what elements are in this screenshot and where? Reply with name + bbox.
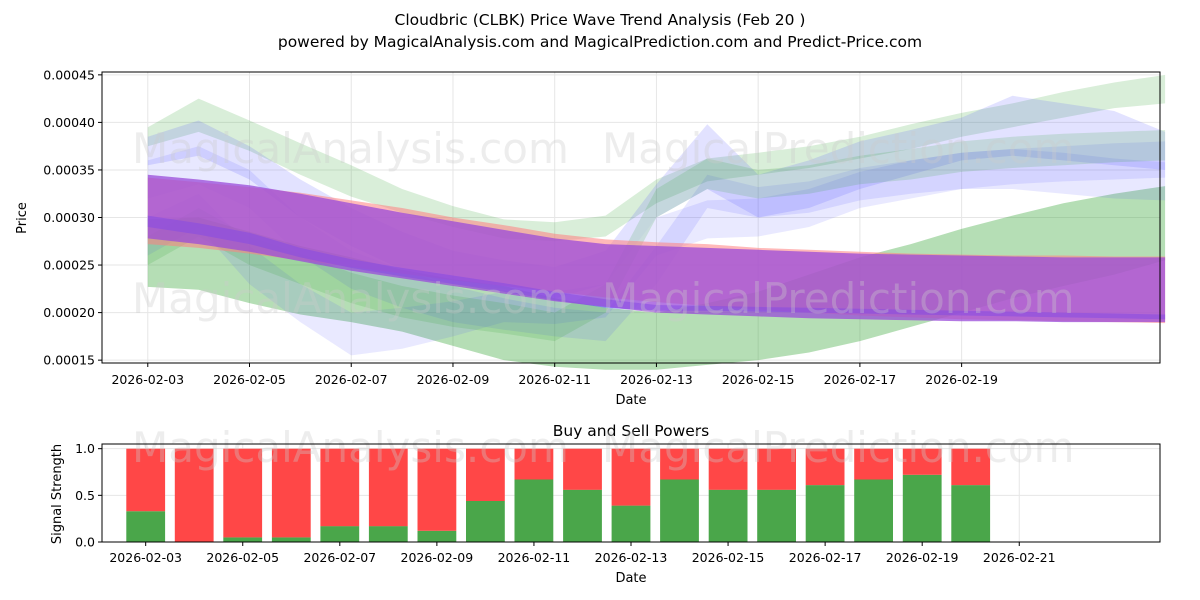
buy-bar (368, 526, 408, 542)
price-panel: MagicalAnalysis.com MagicalPrediction.co… (15, 67, 1166, 408)
price-wave-band-2 (147, 174, 1166, 323)
signal-x-axis-label: Date (615, 571, 646, 586)
sell-bar (320, 448, 360, 527)
buy-bar (805, 485, 845, 542)
buy-bar (902, 474, 942, 542)
signal-y-tick-label: 1.0 (75, 441, 95, 456)
signal-x-tick-label: 2026-02-05 (206, 550, 279, 565)
buy-bar (126, 511, 166, 542)
signal-x-tick-label: 2026-02-09 (401, 550, 474, 565)
price-wave-band-8 (147, 130, 1166, 342)
price-x-tick-label: 2026-02-07 (315, 372, 388, 387)
price-x-tick-label: 2026-02-11 (518, 372, 591, 387)
signal-bars (126, 448, 991, 542)
price-y-axis-label: Price (15, 202, 30, 234)
sell-bar (466, 448, 505, 501)
signal-x-tick-label: 2026-02-03 (109, 550, 182, 565)
chart-title: Cloudbric (CLBK) Price Wave Trend Analys… (395, 11, 806, 29)
watermark-analysis-top: MagicalAnalysis.com (132, 124, 569, 173)
buy-bar (951, 485, 991, 542)
sell-bar (368, 448, 408, 527)
price-y-tick-label: 0.00030 (43, 210, 95, 225)
buy-bar (854, 479, 893, 542)
watermark-prediction-top: MagicalPrediction.com (602, 124, 1075, 173)
sell-bar (951, 448, 991, 486)
price-y-tick-label: 0.00045 (43, 67, 95, 82)
price-y-ticks: 0.00015 0.00020 0.00025 0.00030 0.00035 0.000… (43, 67, 102, 368)
sell-bar (660, 448, 699, 480)
signal-panel: Buy and Sell Powers MagicalAnalysis.com … (50, 422, 1161, 586)
watermark-prediction-mid: MagicalPrediction.com (602, 274, 1075, 323)
watermark-prediction-bottom: MagicalPrediction.com (602, 423, 1075, 472)
price-x-tick-label: 2026-02-05 (213, 372, 286, 387)
price-x-tick-label: 2026-02-15 (722, 372, 795, 387)
buy-bar (708, 489, 748, 542)
price-x-ticks: 2026-02-03 2026-02-05 2026-02-07 2026-02-09… (111, 363, 998, 387)
price-x-tick-label: 2026-02-03 (111, 372, 184, 387)
sell-bar (563, 448, 602, 490)
price-wave-band-4 (147, 74, 1166, 242)
price-y-tick-label: 0.00040 (43, 115, 95, 130)
signal-x-tick-label: 2026-02-15 (692, 550, 765, 565)
sell-bar (854, 448, 893, 480)
sell-bar (902, 448, 942, 475)
sell-bar (417, 448, 457, 531)
price-y-tick-label: 0.00025 (43, 258, 95, 273)
buy-bar (660, 479, 699, 542)
buy-bar (271, 537, 311, 542)
price-x-tick-label: 2026-02-13 (620, 372, 693, 387)
watermark-analysis-bottom: MagicalAnalysis.com (132, 423, 569, 472)
buy-bar (611, 505, 651, 542)
sell-bar (805, 448, 845, 486)
chart-subtitle: powered by MagicalAnalysis.com and Magic… (278, 33, 922, 51)
buy-bar (223, 537, 263, 542)
price-x-axis-label: Date (615, 393, 646, 408)
signal-x-tick-label: 2026-02-07 (303, 550, 376, 565)
price-y-tick-label: 0.00035 (43, 162, 95, 177)
signal-y-tick-label: 0.5 (75, 488, 95, 503)
price-x-tick-label: 2026-02-17 (824, 372, 897, 387)
sell-bar (126, 448, 166, 512)
sell-bar (611, 448, 651, 506)
price-y-tick-label: 0.00015 (43, 353, 95, 368)
sell-bar (708, 448, 748, 490)
price-wave-band-6 (147, 146, 1166, 342)
sell-bar (757, 448, 796, 490)
buy-bar (466, 500, 505, 542)
price-x-tick-label: 2026-02-09 (417, 372, 490, 387)
signal-y-axis-label: Signal Strength (50, 444, 65, 544)
price-x-tick-label: 2026-02-19 (925, 372, 998, 387)
watermark-analysis-mid: MagicalAnalysis.com (132, 274, 569, 323)
buy-bar (320, 526, 360, 542)
buy-bar (417, 530, 457, 542)
signal-x-tick-label: 2026-02-19 (886, 550, 959, 565)
signal-chart-title: Buy and Sell Powers (553, 422, 710, 440)
sell-bar (174, 448, 214, 542)
buy-bar (514, 479, 554, 542)
price-y-tick-label: 0.00020 (43, 305, 95, 320)
sell-bar (514, 448, 554, 480)
signal-x-tick-label: 2026-02-13 (595, 550, 668, 565)
signal-x-tick-label: 2026-02-21 (983, 550, 1056, 565)
signal-y-tick-label: 0.0 (75, 535, 95, 550)
price-wave-band-3 (147, 186, 1166, 370)
sell-bar (223, 448, 263, 538)
signal-x-tick-label: 2026-02-11 (498, 550, 571, 565)
price-bands (147, 74, 1166, 370)
buy-bar (563, 489, 602, 542)
signal-x-ticks: 2026-02-03 2026-02-05 2026-02-07 2026-02-09… (109, 542, 1056, 565)
signal-x-tick-label: 2026-02-17 (789, 550, 862, 565)
signal-y-ticks: 0.0 0.5 1.0 (75, 441, 102, 550)
buy-bar (757, 489, 796, 542)
sell-bar (271, 448, 311, 538)
